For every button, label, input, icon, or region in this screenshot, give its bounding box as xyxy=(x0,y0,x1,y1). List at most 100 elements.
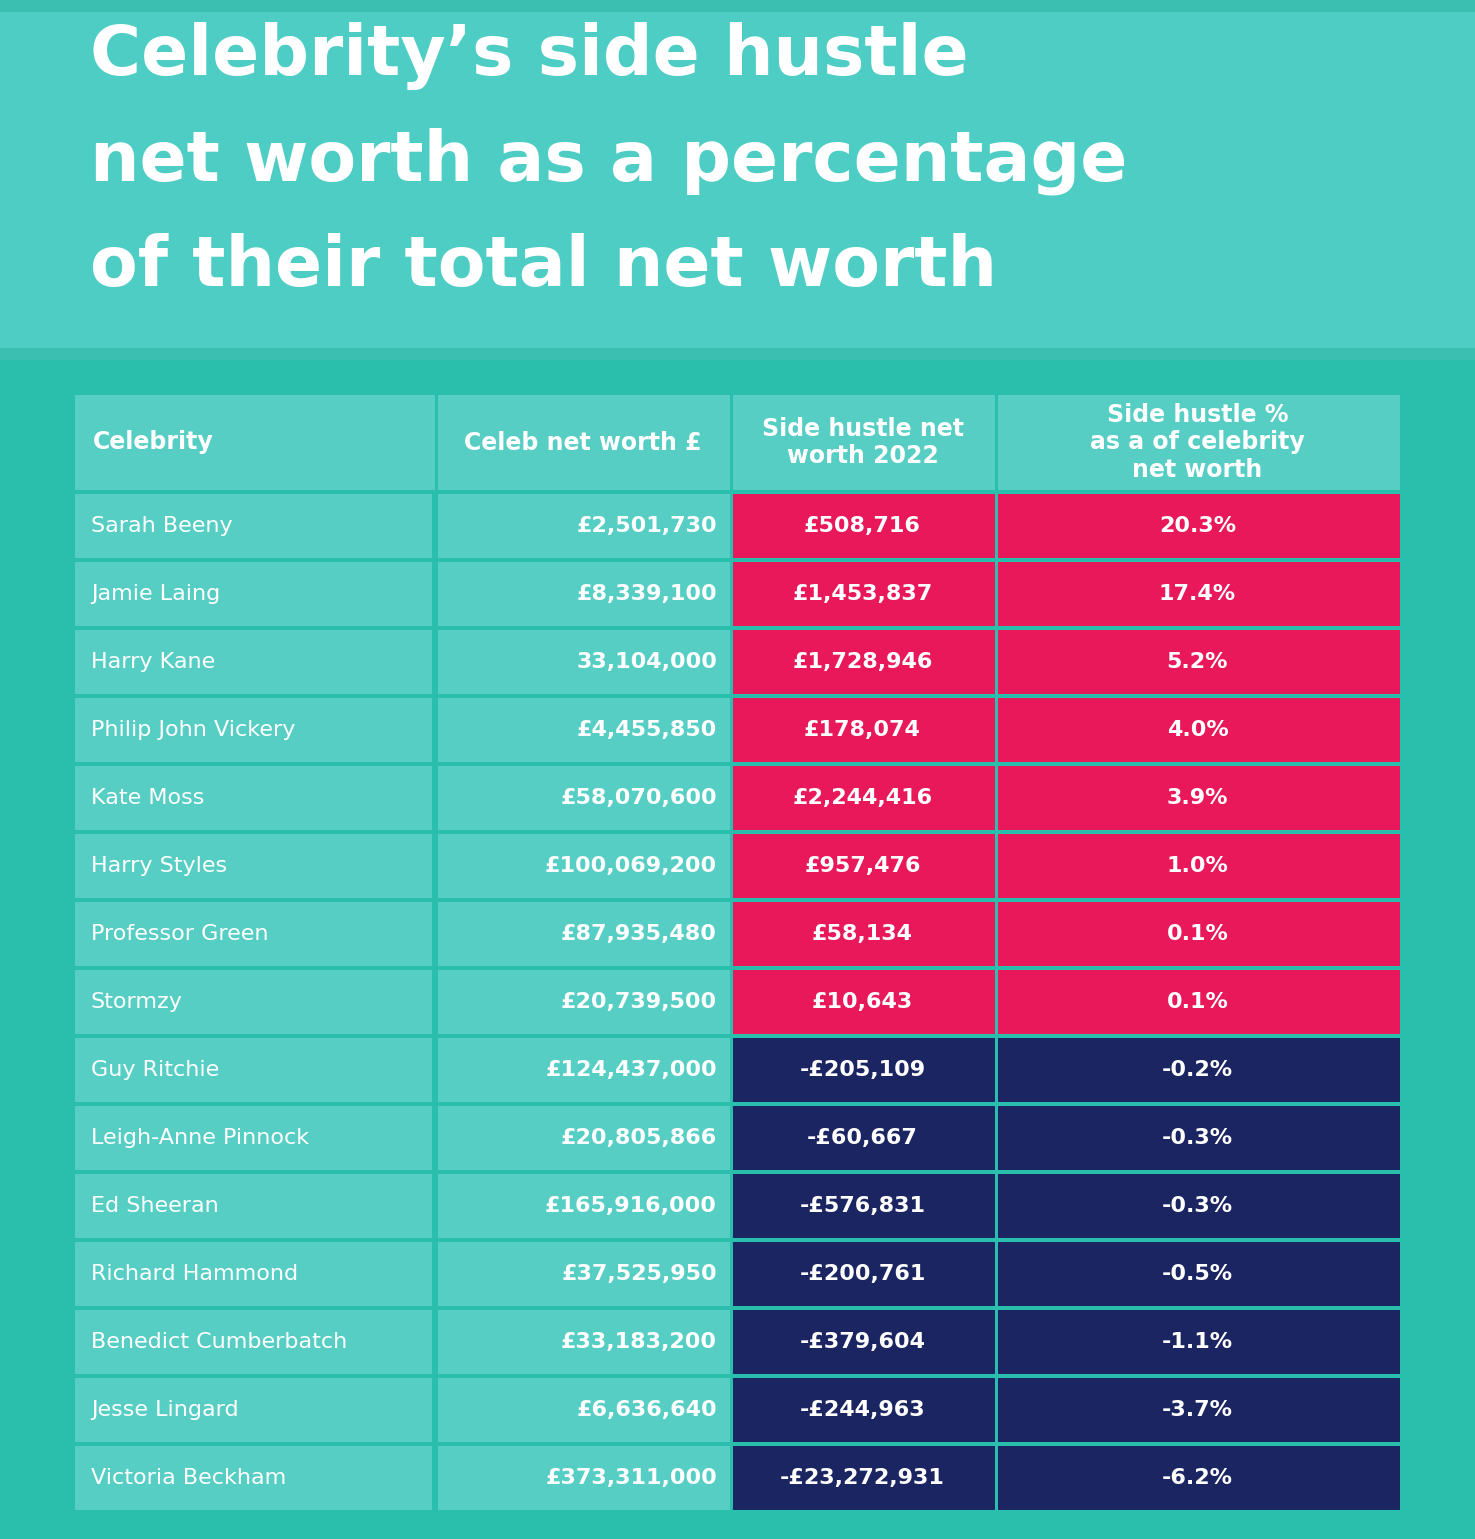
FancyBboxPatch shape xyxy=(75,970,432,1034)
FancyBboxPatch shape xyxy=(999,902,1400,966)
FancyBboxPatch shape xyxy=(75,396,435,489)
FancyBboxPatch shape xyxy=(438,970,730,1034)
Text: £20,739,500: £20,739,500 xyxy=(560,993,717,1013)
Text: Victoria Beckham: Victoria Beckham xyxy=(91,1468,286,1488)
Text: -£60,667: -£60,667 xyxy=(807,1128,917,1148)
FancyBboxPatch shape xyxy=(0,0,1475,12)
Text: £508,716: £508,716 xyxy=(804,516,920,536)
Text: Benedict Cumberbatch: Benedict Cumberbatch xyxy=(91,1331,347,1351)
FancyBboxPatch shape xyxy=(733,699,996,762)
FancyBboxPatch shape xyxy=(438,1107,730,1170)
FancyBboxPatch shape xyxy=(999,1310,1400,1374)
Text: -0.5%: -0.5% xyxy=(1162,1264,1233,1284)
Text: Side hustle %
as a of celebrity
net worth: Side hustle % as a of celebrity net wort… xyxy=(1090,403,1305,482)
FancyBboxPatch shape xyxy=(0,348,1475,360)
FancyBboxPatch shape xyxy=(733,396,996,489)
FancyBboxPatch shape xyxy=(438,1242,730,1307)
Text: -0.3%: -0.3% xyxy=(1162,1196,1233,1216)
FancyBboxPatch shape xyxy=(999,562,1400,626)
Text: -£576,831: -£576,831 xyxy=(799,1196,925,1216)
Text: 20.3%: 20.3% xyxy=(1159,516,1236,536)
FancyBboxPatch shape xyxy=(733,1242,996,1307)
Text: Kate Moss: Kate Moss xyxy=(91,788,205,808)
Text: Stormzy: Stormzy xyxy=(91,993,183,1013)
Text: £124,437,000: £124,437,000 xyxy=(546,1060,717,1080)
Text: -6.2%: -6.2% xyxy=(1162,1468,1233,1488)
Text: Professor Green: Professor Green xyxy=(91,923,268,943)
FancyBboxPatch shape xyxy=(438,766,730,830)
FancyBboxPatch shape xyxy=(438,629,730,694)
FancyBboxPatch shape xyxy=(75,1037,432,1102)
FancyBboxPatch shape xyxy=(999,699,1400,762)
FancyBboxPatch shape xyxy=(733,1037,996,1102)
Text: £87,935,480: £87,935,480 xyxy=(560,923,717,943)
Text: -3.7%: -3.7% xyxy=(1162,1400,1233,1420)
Text: Harry Kane: Harry Kane xyxy=(91,653,215,673)
Text: £58,070,600: £58,070,600 xyxy=(560,788,717,808)
Text: Ed Sheeran: Ed Sheeran xyxy=(91,1196,218,1216)
Text: £58,134: £58,134 xyxy=(813,923,913,943)
FancyBboxPatch shape xyxy=(999,1377,1400,1442)
FancyBboxPatch shape xyxy=(438,834,730,897)
FancyBboxPatch shape xyxy=(438,562,730,626)
FancyBboxPatch shape xyxy=(999,1242,1400,1307)
Text: £2,244,416: £2,244,416 xyxy=(792,788,932,808)
FancyBboxPatch shape xyxy=(999,494,1400,559)
Text: Side hustle net
worth 2022: Side hustle net worth 2022 xyxy=(761,417,963,468)
Text: -£200,761: -£200,761 xyxy=(799,1264,926,1284)
Text: Celeb net worth £: Celeb net worth £ xyxy=(463,431,701,454)
Text: -£244,963: -£244,963 xyxy=(799,1400,925,1420)
FancyBboxPatch shape xyxy=(999,1447,1400,1510)
Text: 3.9%: 3.9% xyxy=(1167,788,1229,808)
FancyBboxPatch shape xyxy=(75,1447,432,1510)
Text: net worth as a percentage: net worth as a percentage xyxy=(90,128,1127,195)
FancyBboxPatch shape xyxy=(438,1377,730,1442)
FancyBboxPatch shape xyxy=(999,1174,1400,1237)
Text: 1.0%: 1.0% xyxy=(1167,856,1229,876)
Text: of their total net worth: of their total net worth xyxy=(90,232,997,300)
FancyBboxPatch shape xyxy=(438,1037,730,1102)
Text: £957,476: £957,476 xyxy=(804,856,920,876)
FancyBboxPatch shape xyxy=(75,494,432,559)
FancyBboxPatch shape xyxy=(75,1174,432,1237)
Text: 17.4%: 17.4% xyxy=(1159,583,1236,603)
FancyBboxPatch shape xyxy=(438,902,730,966)
Text: £4,455,850: £4,455,850 xyxy=(577,720,717,740)
Text: £8,339,100: £8,339,100 xyxy=(577,583,717,603)
Text: Celebrity’s side hustle: Celebrity’s side hustle xyxy=(90,22,969,89)
FancyBboxPatch shape xyxy=(733,766,996,830)
FancyBboxPatch shape xyxy=(733,1174,996,1237)
FancyBboxPatch shape xyxy=(75,902,432,966)
Text: £100,069,200: £100,069,200 xyxy=(544,856,717,876)
Text: Sarah Beeny: Sarah Beeny xyxy=(91,516,233,536)
FancyBboxPatch shape xyxy=(438,396,730,489)
Text: £178,074: £178,074 xyxy=(804,720,920,740)
Text: Celebrity: Celebrity xyxy=(93,431,214,454)
FancyBboxPatch shape xyxy=(438,699,730,762)
Text: 5.2%: 5.2% xyxy=(1167,653,1229,673)
FancyBboxPatch shape xyxy=(999,629,1400,694)
Text: £1,453,837: £1,453,837 xyxy=(792,583,932,603)
FancyBboxPatch shape xyxy=(999,396,1400,489)
FancyBboxPatch shape xyxy=(999,1037,1400,1102)
Text: £20,805,866: £20,805,866 xyxy=(560,1128,717,1148)
FancyBboxPatch shape xyxy=(999,834,1400,897)
FancyBboxPatch shape xyxy=(438,1310,730,1374)
Text: £373,311,000: £373,311,000 xyxy=(546,1468,717,1488)
FancyBboxPatch shape xyxy=(733,902,996,966)
Text: -£205,109: -£205,109 xyxy=(799,1060,926,1080)
Text: 4.0%: 4.0% xyxy=(1167,720,1229,740)
FancyBboxPatch shape xyxy=(999,970,1400,1034)
Text: 0.1%: 0.1% xyxy=(1167,993,1229,1013)
Text: -£379,604: -£379,604 xyxy=(799,1331,925,1351)
FancyBboxPatch shape xyxy=(0,0,1475,360)
Text: £33,183,200: £33,183,200 xyxy=(560,1331,717,1351)
Text: Philip John Vickery: Philip John Vickery xyxy=(91,720,295,740)
Text: £10,643: £10,643 xyxy=(811,993,913,1013)
Text: -1.1%: -1.1% xyxy=(1162,1331,1233,1351)
Text: £165,916,000: £165,916,000 xyxy=(546,1196,717,1216)
FancyBboxPatch shape xyxy=(75,562,432,626)
FancyBboxPatch shape xyxy=(733,629,996,694)
FancyBboxPatch shape xyxy=(999,766,1400,830)
Text: £2,501,730: £2,501,730 xyxy=(577,516,717,536)
